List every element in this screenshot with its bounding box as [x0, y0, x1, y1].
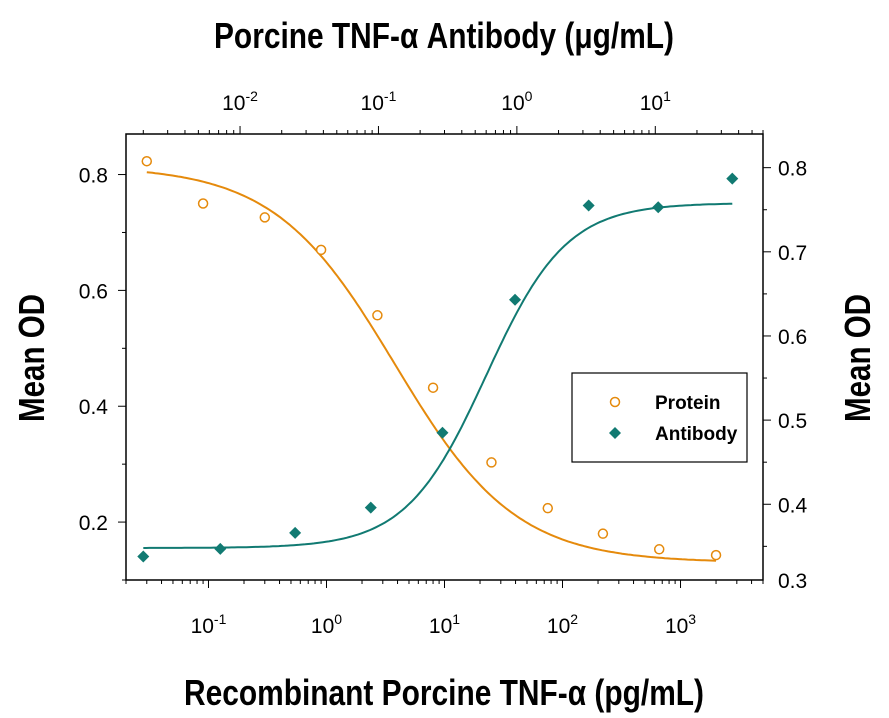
markers-layer: [137, 155, 739, 563]
y-left-tick-label: 0.4: [79, 396, 109, 419]
protein-data-point: [597, 528, 609, 539]
protein-data-point: [542, 502, 554, 514]
legend-protein-label: Protein: [655, 393, 720, 414]
antibody-data-point: [436, 426, 449, 439]
y-right-tick-label: 0.5: [778, 410, 807, 433]
antibody-data-point: [652, 201, 665, 214]
legend: Protein Antibody: [571, 372, 748, 463]
protein-data-point: [141, 155, 153, 167]
antibody-data-point: [364, 501, 377, 514]
x-bottom-tick-label: 100: [311, 611, 342, 638]
x-bottom-tick-label: 103: [665, 611, 696, 638]
protein-data-point: [427, 382, 439, 393]
antibody-data-point: [289, 526, 302, 539]
x-top-axis-title: Porcine TNF-α Antibody (μg/mL): [214, 15, 674, 56]
plot-frame: [125, 133, 764, 581]
y-right-tick-label: 0.7: [778, 242, 807, 265]
y-right-tick-label: 0.6: [778, 326, 807, 349]
antibody-data-point: [726, 172, 739, 185]
legend-box: [571, 372, 748, 463]
legend-protein-marker: [609, 396, 621, 408]
ticks-layer: 10-1 100 101 102 103 10-2 10-1 100 101 0.2 0.4 0.6 0…: [79, 88, 808, 638]
y-left-tick-label: 0.8: [79, 165, 108, 188]
y-right-axis-title: Mean OD: [837, 294, 878, 422]
y-right-tick-label: 0.3: [778, 570, 807, 593]
x-top-tick-label: 10-2: [222, 88, 258, 115]
antibody-data-point: [137, 550, 150, 563]
legend-antibody-label: Antibody: [655, 424, 738, 445]
y-left-axis-title: Mean OD: [11, 294, 52, 422]
protein-data-point: [486, 457, 497, 468]
x-bottom-tick-label: 10-1: [191, 611, 227, 638]
protein-data-point: [710, 549, 722, 561]
x-bottom-tick-label: 101: [429, 611, 460, 638]
y-right-tick-label: 0.8: [778, 158, 807, 181]
antibody-data-point: [509, 293, 522, 306]
protein-data-point: [259, 212, 271, 223]
x-bottom-tick-label: 102: [547, 611, 578, 638]
curves-layer: [143, 171, 733, 562]
y-left-tick-label: 0.6: [79, 280, 108, 303]
protein-data-point: [197, 198, 209, 209]
protein-data-point: [653, 544, 665, 555]
x-top-tick-label: 101: [640, 88, 671, 115]
antibody-fit-curve: [143, 202, 733, 549]
legend-antibody-marker: [609, 427, 621, 439]
x-bottom-axis-title: Recombinant Porcine TNF-α (pg/mL): [184, 672, 704, 713]
protein-data-point: [372, 310, 383, 321]
antibody-data-point: [582, 199, 595, 212]
y-left-tick-label: 0.2: [79, 512, 108, 535]
protein-fit-curve: [146, 171, 717, 562]
x-top-tick-label: 10-1: [361, 88, 397, 115]
x-top-tick-label: 100: [501, 88, 532, 115]
protein-data-point: [315, 244, 327, 256]
y-right-tick-label: 0.4: [778, 494, 808, 517]
antibody-data-point: [214, 542, 227, 555]
